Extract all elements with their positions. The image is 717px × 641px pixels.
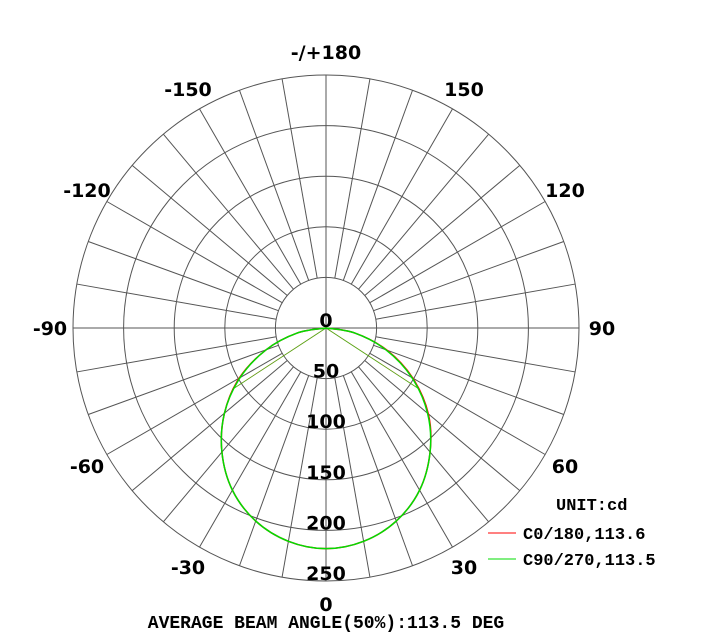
angle-label: 120 xyxy=(545,180,585,202)
grid-spoke xyxy=(76,336,277,373)
radial-tick-label: 100 xyxy=(306,411,346,433)
grid-spoke xyxy=(131,360,288,492)
grid-spoke xyxy=(369,201,546,304)
grid-spoke xyxy=(199,371,302,548)
grid-spoke xyxy=(373,240,564,312)
angle-label: -30 xyxy=(171,557,205,579)
grid-spoke xyxy=(373,344,564,416)
radial-tick-label: 150 xyxy=(306,462,346,484)
angle-label: -/+180 xyxy=(291,42,361,64)
angle-label: -120 xyxy=(63,180,111,202)
grid-spoke xyxy=(350,108,453,285)
grid-spoke xyxy=(375,283,576,320)
radial-tick-label: 0 xyxy=(319,310,332,332)
grid-spoke xyxy=(281,377,318,578)
angle-label: -60 xyxy=(70,456,104,478)
angle-label: 60 xyxy=(552,456,578,478)
grid-spoke xyxy=(342,375,414,566)
grid-spoke xyxy=(358,366,490,523)
radial-tick-label: 50 xyxy=(313,361,339,383)
grid-spoke xyxy=(106,201,283,304)
polar-grid xyxy=(72,74,580,582)
grid-spoke xyxy=(162,366,294,523)
legend-label-c90: C90/270,113.5 xyxy=(523,552,656,571)
legend-label-c0: C0/180,113.6 xyxy=(523,526,645,545)
grid-spoke xyxy=(375,336,576,373)
angle-label: -90 xyxy=(33,318,67,340)
grid-spoke xyxy=(131,164,288,296)
angle-label: 150 xyxy=(444,79,484,101)
grid-spoke xyxy=(369,352,546,455)
grid-spoke xyxy=(358,133,490,290)
grid-spoke xyxy=(334,78,371,279)
angle-label: 90 xyxy=(589,318,615,340)
intensity-curves xyxy=(220,327,432,550)
grid-spoke xyxy=(238,375,310,566)
radial-tick-label: 200 xyxy=(306,512,346,534)
grid-spoke xyxy=(364,360,521,492)
grid-spoke xyxy=(162,133,294,290)
grid-spoke xyxy=(342,90,414,281)
grid-spoke xyxy=(199,108,302,285)
angle-label: 0 xyxy=(319,594,332,616)
radial-tick-label: 250 xyxy=(306,563,346,585)
unit-label: UNIT:cd xyxy=(556,497,627,516)
angle-label: 30 xyxy=(451,557,477,579)
angle-labels: 0 30 60 90 120 150 -/+180 -150 -120 -90 -60 -30 xyxy=(33,42,615,616)
grid-spoke xyxy=(350,371,453,548)
grid-spoke xyxy=(88,240,279,312)
grid-spoke xyxy=(281,78,318,279)
beam-angle-line xyxy=(233,327,327,389)
grid-spoke xyxy=(76,283,277,320)
legend: UNIT:cd C0/180,113.6 C90/270,113.5 xyxy=(488,497,656,571)
grid-spoke xyxy=(106,352,283,455)
beam-angle-line xyxy=(325,327,419,389)
series-curve-1 xyxy=(220,327,432,550)
beam-angle-footer: AVERAGE BEAM ANGLE(50%):113.5 DEG xyxy=(148,614,504,634)
grid-spoke xyxy=(334,377,371,578)
grid-spoke xyxy=(88,344,279,416)
grid-spoke xyxy=(364,164,521,296)
grid-spoke xyxy=(238,90,310,281)
radial-tick-labels: 0 50 100 150 200 250 xyxy=(306,310,346,585)
angle-label: -150 xyxy=(164,79,212,101)
